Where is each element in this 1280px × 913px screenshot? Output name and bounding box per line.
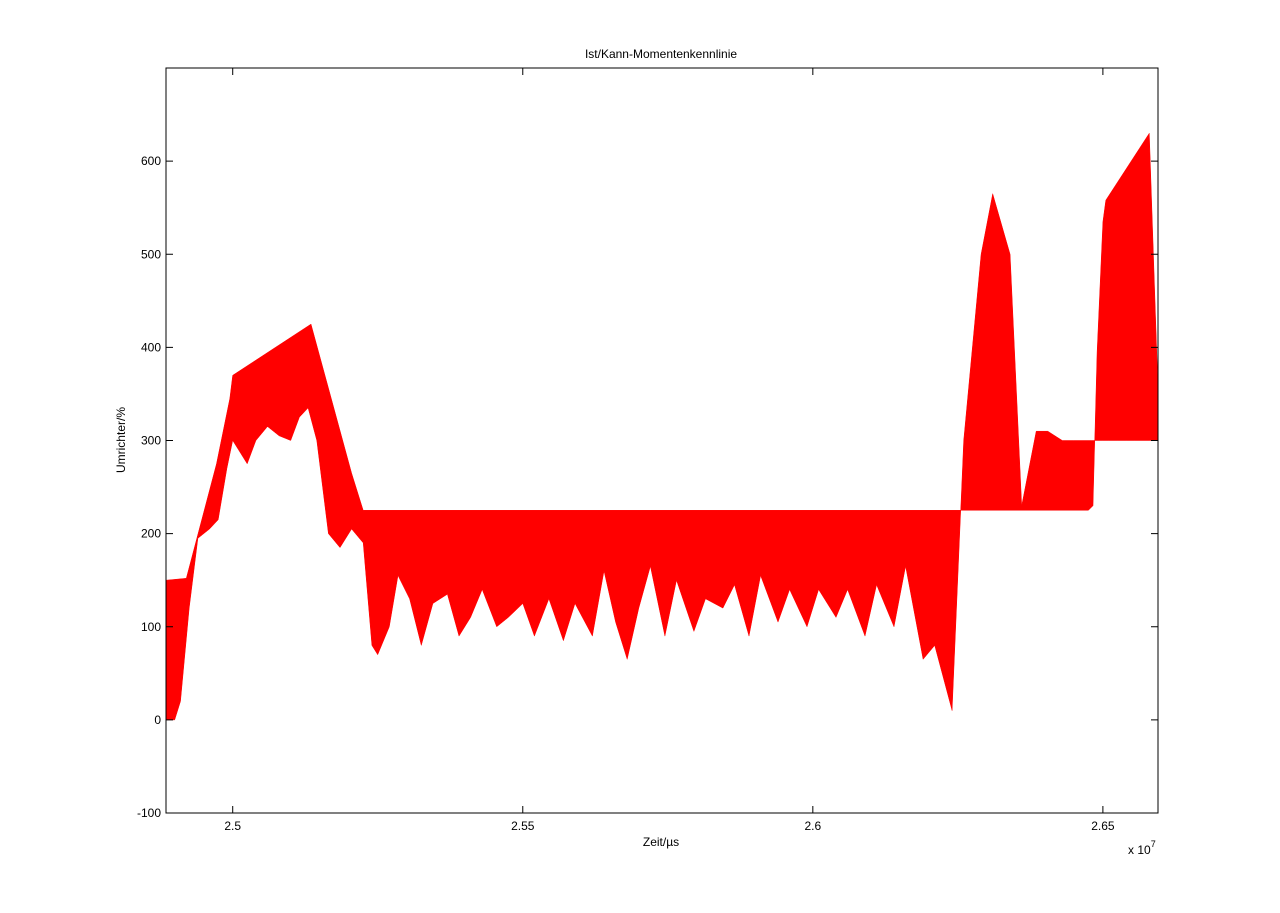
x-multiplier-base: x 10 xyxy=(1128,843,1151,857)
x-axis: 2.5 2.55 2.6 2.65 xyxy=(224,68,1115,833)
chart-title: Ist/Kann-Momentenkennlinie xyxy=(585,47,737,61)
x-tick-label: 2.5 xyxy=(224,819,241,833)
y-tick-label: 100 xyxy=(141,620,161,634)
x-axis-title: Zeit/µs xyxy=(643,835,679,849)
y-tick-label: -100 xyxy=(137,806,161,820)
y-tick-label: 0 xyxy=(154,713,161,727)
y-tick-label: 200 xyxy=(141,527,161,541)
y-tick-label: 500 xyxy=(141,247,161,261)
x-tick-label: 2.65 xyxy=(1091,819,1115,833)
series-fill-0 xyxy=(166,132,1158,721)
y-tick-label: 300 xyxy=(141,434,161,448)
y-tick-label: 400 xyxy=(141,340,161,354)
y-axis-title: Umrichter/% xyxy=(114,407,128,473)
x-multiplier-label: x 107 xyxy=(1128,839,1156,857)
x-tick-label: 2.55 xyxy=(511,819,535,833)
x-tick-label: 2.6 xyxy=(804,819,821,833)
plot-area xyxy=(166,132,1158,721)
y-tick-label: 600 xyxy=(141,154,161,168)
y-axis: -100 0 100 200 300 400 500 600 xyxy=(137,154,1158,820)
x-multiplier-exponent: 7 xyxy=(1151,839,1156,849)
